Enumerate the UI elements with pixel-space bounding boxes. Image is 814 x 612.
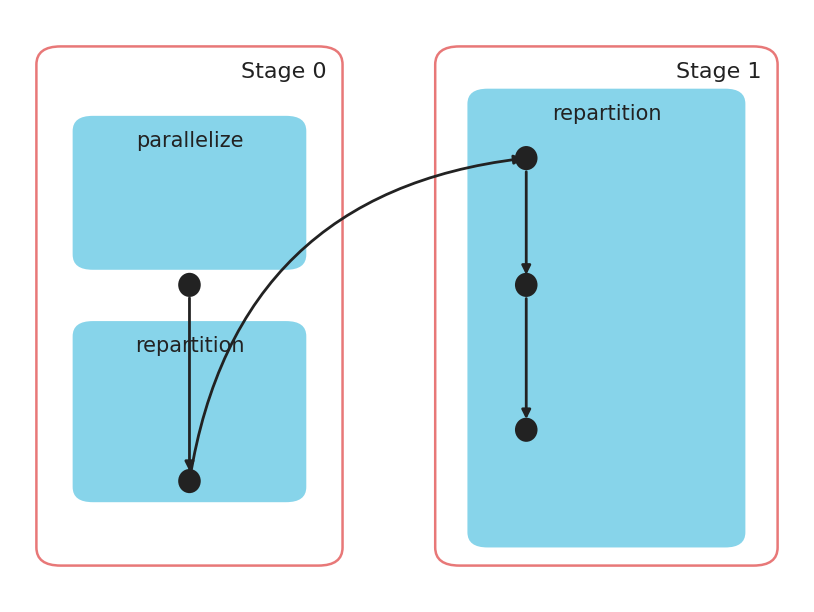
Ellipse shape — [515, 146, 537, 170]
Ellipse shape — [178, 273, 201, 297]
Ellipse shape — [515, 273, 537, 297]
Text: parallelize: parallelize — [136, 131, 243, 151]
FancyBboxPatch shape — [435, 47, 777, 565]
FancyBboxPatch shape — [72, 116, 306, 270]
Text: Stage 0: Stage 0 — [241, 62, 326, 81]
Text: repartition: repartition — [552, 104, 661, 124]
Text: repartition: repartition — [135, 336, 244, 356]
FancyBboxPatch shape — [37, 47, 343, 565]
FancyBboxPatch shape — [467, 89, 746, 548]
FancyBboxPatch shape — [72, 321, 306, 502]
Text: Stage 1: Stage 1 — [676, 62, 761, 81]
Ellipse shape — [178, 469, 201, 493]
Ellipse shape — [515, 417, 537, 442]
